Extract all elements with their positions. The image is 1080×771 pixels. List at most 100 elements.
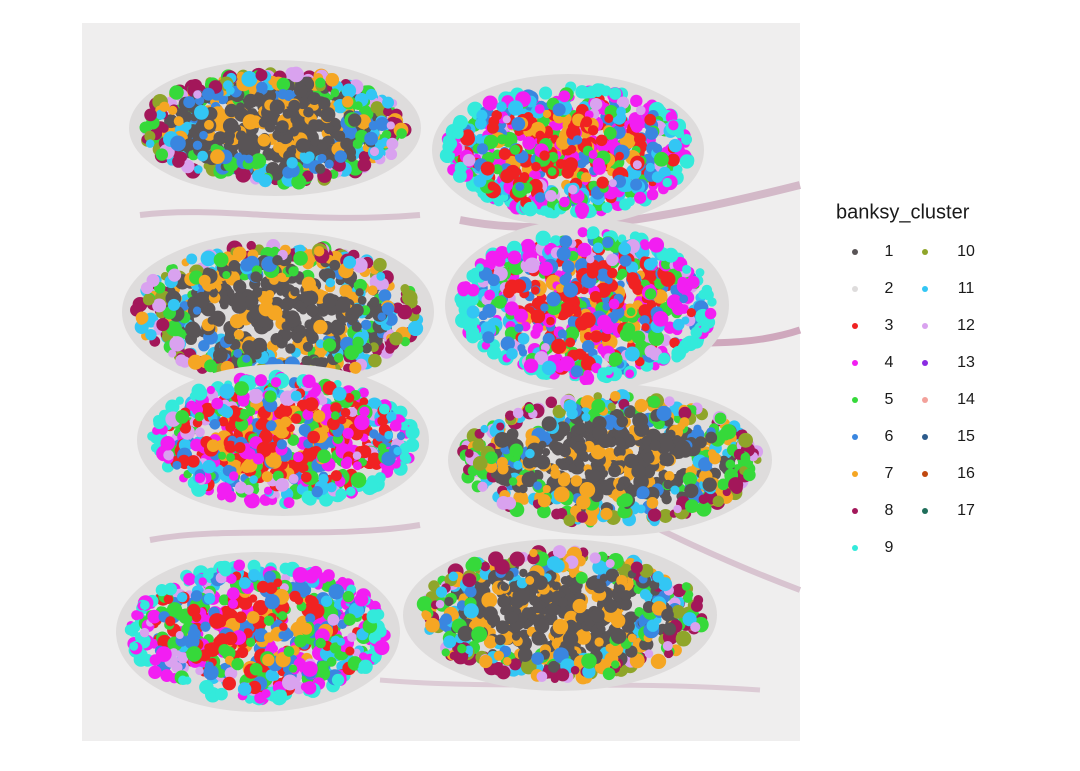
cluster-spot [587,469,601,483]
cluster-spot [213,131,227,145]
cluster-spot [315,637,326,649]
cluster-spot [244,294,259,309]
cluster-spot [600,86,611,97]
cluster-spot [252,453,265,465]
cluster-spot [377,415,388,427]
cluster-spot [152,298,167,313]
cluster-spot [538,86,553,100]
cluster-spot [369,296,380,307]
cluster-spot [290,287,300,297]
cluster-spot [559,235,573,248]
cluster-spot [330,470,342,482]
cluster-spot [682,264,692,274]
cluster-spot [344,393,355,403]
cluster-spot [290,413,302,424]
cluster-spot [725,459,736,470]
cluster-spot [633,421,650,437]
cluster-spot [512,407,524,419]
cluster-spot [206,385,216,395]
cluster-spot [237,682,252,696]
cluster-spot [302,409,314,421]
cluster-spot [183,676,192,685]
cluster-spot [301,355,313,367]
cluster-spot [195,666,204,676]
cluster-spot [315,77,326,89]
cluster-spot [308,119,320,131]
cluster-spot [200,621,211,632]
cluster-spot [302,341,314,352]
cluster-spot [375,277,389,291]
cluster-spot [270,332,283,346]
cluster-spot [663,247,679,263]
cluster-spot [636,504,646,514]
cluster-spot [276,439,287,450]
cluster-spot [616,415,629,428]
cluster-spot [317,153,327,163]
cluster-spot [625,369,635,379]
cluster-spot [460,131,475,146]
cluster-spot [129,641,139,651]
cluster-spot [551,441,565,456]
cluster-spot [176,592,188,603]
cluster-spot [694,436,707,449]
cluster-spot [355,288,364,297]
cluster-spot [193,165,203,174]
cluster-spot [375,116,390,131]
cluster-spot [329,259,341,271]
cluster-spot [281,405,293,417]
cluster-spot [497,463,509,475]
cluster-spot [624,453,639,469]
cluster-spot [542,484,551,494]
cluster-spot [280,416,292,428]
cluster-spot [341,83,357,98]
cluster-spot [728,477,744,493]
cluster-spot [226,573,237,585]
cluster-spot [353,101,363,111]
cluster-spot [477,481,488,492]
cluster-spot [534,104,545,114]
cluster-spot [345,486,356,497]
cluster-spot [262,653,275,667]
cluster-spot [651,171,664,183]
cluster-spot [192,306,202,315]
cluster-spot [396,431,406,441]
cluster-spot [523,358,539,373]
cluster-spot [243,495,254,505]
cluster-spot [396,128,407,139]
cluster-spot [641,464,656,479]
cluster-spot [340,407,351,418]
cluster-spot [209,289,218,298]
cluster-spot [223,631,238,646]
cluster-spot [592,560,607,575]
cluster-spot [283,646,295,657]
cluster-spot [651,361,660,371]
cluster-spot [581,412,591,422]
cluster-spot [218,451,227,460]
cluster-spot [317,140,328,151]
cluster-spot [714,412,727,425]
cluster-spot [531,161,541,172]
cluster-spot [525,448,535,459]
cluster-spot [576,511,588,523]
cluster-spot [565,326,580,341]
cluster-spot [630,178,643,191]
cluster-spot [603,126,617,140]
cluster-spot [340,137,353,151]
cluster-spot [237,134,254,151]
cluster-spot [310,137,320,147]
cluster-spot [261,471,273,482]
cluster-spot [377,312,386,321]
cluster-spot [352,336,364,349]
cluster-spot [480,424,489,433]
cluster-spot [652,143,663,154]
cluster-spot [508,477,518,486]
cluster-spot [349,361,362,374]
cluster-spot [326,482,337,493]
cluster-spot [717,478,730,491]
cluster-spot [707,297,717,307]
cluster-spot [681,582,691,591]
cluster-spot [156,318,170,332]
cluster-spot [206,439,220,452]
cluster-spot [559,274,571,286]
cluster-spot [233,329,245,340]
